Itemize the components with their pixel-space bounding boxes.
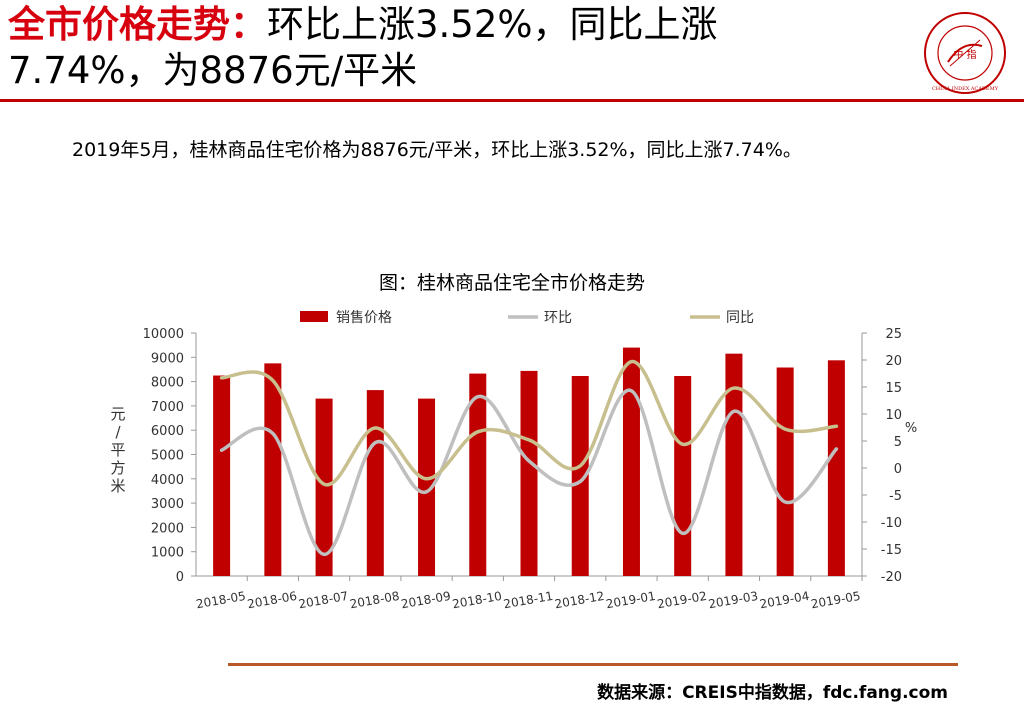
point-mom xyxy=(220,448,224,452)
point-mom xyxy=(834,447,838,451)
right-axis-tick-label: -5 xyxy=(889,489,902,504)
point-mom xyxy=(629,389,633,393)
point-yoy xyxy=(834,424,838,428)
point-yoy xyxy=(271,379,275,383)
point-mom xyxy=(578,480,582,483)
point-mom xyxy=(476,395,480,399)
bar-sales-price xyxy=(725,353,743,576)
x-axis-tick-label: 2018-09 xyxy=(400,589,452,611)
point-mom xyxy=(527,459,531,463)
point-yoy xyxy=(527,438,531,442)
left-axis-tick-label: 9000 xyxy=(151,351,184,366)
bar-sales-price xyxy=(418,398,436,576)
x-axis-tick-label: 2018-07 xyxy=(297,589,349,611)
point-yoy xyxy=(425,477,429,481)
data-source: 数据来源：CREIS中指数据，fdc.fang.com xyxy=(597,683,948,703)
bar-sales-price xyxy=(622,347,640,576)
point-yoy xyxy=(629,360,633,364)
legend-label-yoy: 同比 xyxy=(726,310,754,326)
x-axis-tick-label: 2018-12 xyxy=(554,589,606,611)
left-axis-label-char: 元 xyxy=(110,405,125,423)
logo-inner-text: 中 指 xyxy=(953,48,976,61)
legend-label-sales-price: 销售价格 xyxy=(336,310,392,326)
right-axis-tick-label: 20 xyxy=(885,354,902,369)
left-axis-tick-label: 1000 xyxy=(151,546,184,561)
bar-sales-price xyxy=(776,367,794,576)
left-axis-tick-label: 10000 xyxy=(143,327,184,342)
legend-label-mom: 环比 xyxy=(544,310,572,326)
x-axis-tick-label: 2019-05 xyxy=(810,589,862,611)
summary-text: 2019年5月，桂林商品住宅价格为8876元/平米，环比上涨3.52%，同比上涨… xyxy=(72,139,802,161)
x-axis-tick-label: 2018-08 xyxy=(349,589,401,611)
logo-outer-text: CHINA INDEX ACADEMY xyxy=(932,86,999,92)
right-axis-tick-label: 10 xyxy=(885,408,902,423)
point-yoy xyxy=(578,464,582,468)
left-axis-tick-label: 5000 xyxy=(151,449,184,464)
right-axis-tick-label: 25 xyxy=(885,327,902,342)
left-axis-tick-label: 3000 xyxy=(151,497,184,512)
left-axis-tick-label: 4000 xyxy=(151,473,184,488)
left-axis-tick-label: 8000 xyxy=(151,376,184,391)
left-axis-label-char: / xyxy=(115,423,121,441)
left-axis-tick-label: 0 xyxy=(176,570,184,585)
point-yoy xyxy=(220,376,224,380)
left-axis-label-char: 平 xyxy=(110,441,125,459)
point-mom xyxy=(425,490,429,494)
bar-sales-price xyxy=(571,376,589,576)
point-yoy xyxy=(322,482,326,486)
right-axis-label: % xyxy=(905,421,917,436)
title-highlight: 全市价格走势： xyxy=(8,3,267,46)
point-yoy xyxy=(783,427,787,431)
point-mom xyxy=(681,531,685,535)
bar-sales-price xyxy=(520,370,538,576)
right-axis-tick-label: -15 xyxy=(881,543,902,558)
bar-sales-price xyxy=(315,398,333,576)
x-axis-tick-label: 2019-02 xyxy=(656,589,708,611)
left-axis-tick-label: 7000 xyxy=(151,400,184,415)
bar-sales-price xyxy=(264,363,282,576)
bar-sales-price xyxy=(213,375,231,576)
point-yoy xyxy=(476,430,480,434)
bar-sales-price xyxy=(366,390,384,576)
legend-swatch-sales-price xyxy=(300,311,328,322)
point-mom xyxy=(322,552,326,556)
title-divider xyxy=(0,99,1024,102)
x-axis-tick-label: 2019-03 xyxy=(707,589,759,611)
bar-sales-price xyxy=(674,376,692,576)
bar-sales-price xyxy=(469,373,487,576)
point-mom xyxy=(732,409,736,413)
point-yoy xyxy=(681,442,685,446)
title-line1: 环比上涨3.52%，同比上涨 xyxy=(267,3,718,46)
point-mom xyxy=(373,441,377,445)
right-axis-tick-label: 15 xyxy=(885,381,902,396)
x-axis-tick-label: 2019-01 xyxy=(605,589,657,611)
x-axis-tick-label: 2018-11 xyxy=(502,589,554,611)
chart-title: 图：桂林商品住宅全市价格走势 xyxy=(378,272,645,294)
x-axis-tick-label: 2018-05 xyxy=(195,589,247,611)
point-mom xyxy=(271,431,275,435)
right-axis-tick-label: 5 xyxy=(894,435,902,450)
right-axis-tick-label: 0 xyxy=(894,462,902,477)
x-axis-tick-label: 2019-04 xyxy=(759,589,811,611)
left-axis-tick-label: 2000 xyxy=(151,521,184,536)
x-axis-tick-label: 2018-10 xyxy=(451,589,503,611)
page-title: 全市价格走势：环比上涨3.52%，同比上涨 7.74%，为8876元/平米 xyxy=(8,2,908,94)
point-yoy xyxy=(373,426,377,430)
right-axis-tick-label: -20 xyxy=(881,570,902,585)
left-axis-label-char: 米 xyxy=(110,477,125,495)
bar-sales-price xyxy=(827,360,845,576)
source-divider xyxy=(228,663,958,666)
x-axis-tick-label: 2018-06 xyxy=(246,589,298,611)
point-mom xyxy=(783,500,787,504)
left-axis-tick-label: 6000 xyxy=(151,424,184,439)
right-axis-tick-label: -10 xyxy=(881,516,902,531)
left-axis-label-char: 方 xyxy=(110,459,125,477)
china-index-academy-logo: 中 指 CHINA INDEX ACADEMY xyxy=(924,12,1006,94)
point-yoy xyxy=(732,386,736,390)
title-line2: 7.74%，为8876元/平米 xyxy=(8,49,418,92)
